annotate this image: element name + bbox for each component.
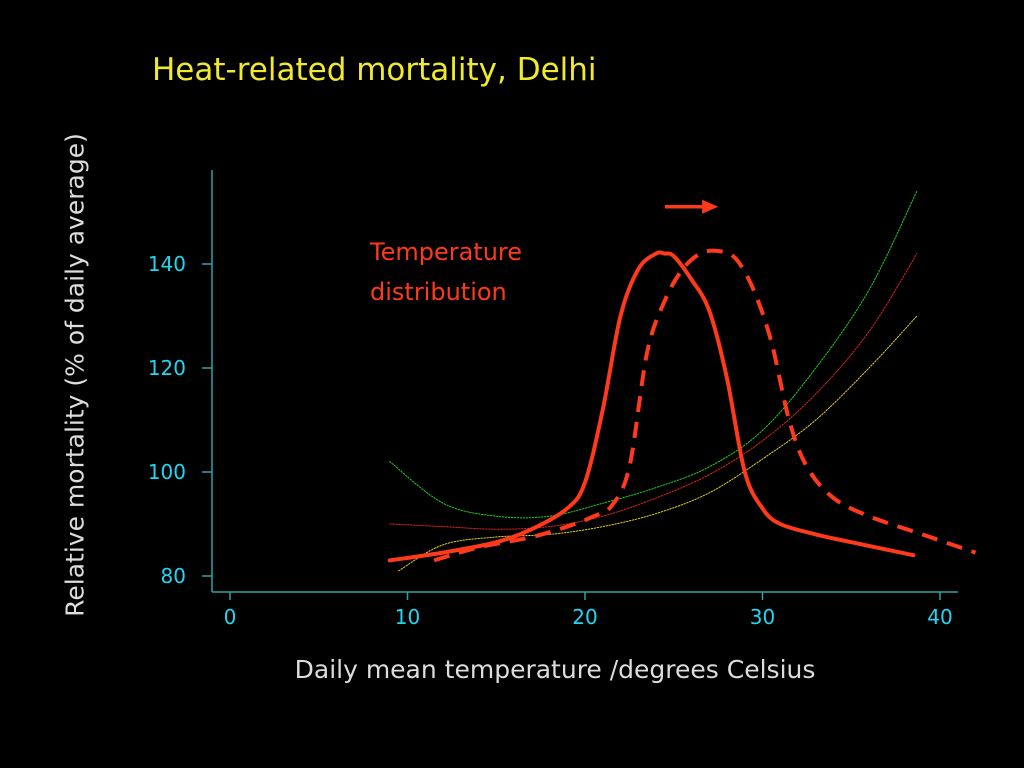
- series-estimate-line: [389, 253, 918, 530]
- annotation-line-1: Temperature: [370, 238, 523, 266]
- x-axis-label: Daily mean temperature /degrees Celsius: [294, 655, 816, 684]
- x-tick-label: 40: [927, 605, 952, 629]
- annotation-line-2: distribution: [370, 278, 507, 306]
- y-tick-label: 140: [148, 252, 186, 276]
- x-tick-label: 20: [572, 605, 597, 629]
- series-current-line: [387, 250, 916, 563]
- x-tick-label: 30: [750, 605, 775, 629]
- x-tick-label: 10: [395, 605, 420, 629]
- series-upper-line: [389, 190, 918, 519]
- temperature-distribution-annotation: Temperature distribution: [370, 232, 522, 312]
- y-tick-label: 100: [148, 460, 186, 484]
- shift-arrow-head: [702, 199, 719, 214]
- chart-title: Heat-related mortality, Delhi: [152, 52, 597, 88]
- y-tick-label: 80: [161, 564, 186, 588]
- series-lower-line: [398, 315, 918, 572]
- y-tick-label: 120: [148, 356, 186, 380]
- x-tick-label: 0: [224, 605, 237, 629]
